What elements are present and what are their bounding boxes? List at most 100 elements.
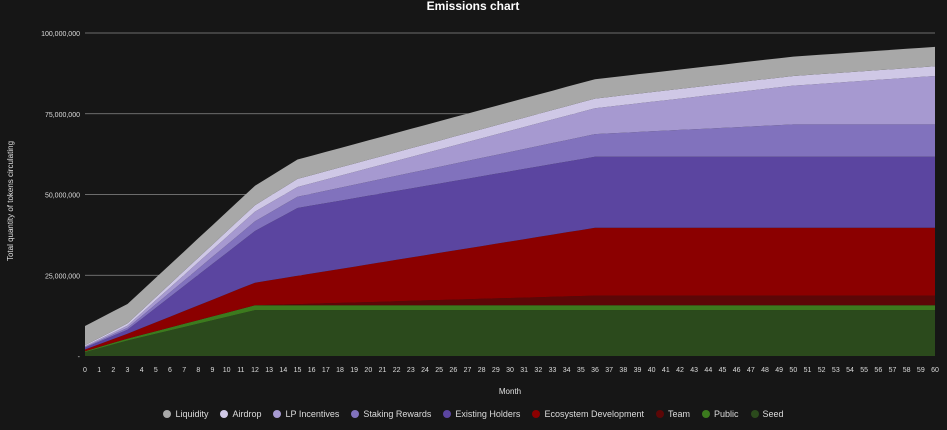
x-tick-label: 25 [435,367,443,374]
legend-item[interactable]: LP Incentives [273,409,339,419]
x-tick-label: 39 [634,367,642,374]
x-tick-label: 45 [719,367,727,374]
y-tick-label: 100,000,000 [41,31,80,38]
x-tick-label: 3 [126,367,130,374]
x-tick-label: 31 [520,367,528,374]
legend-item[interactable]: Seed [750,409,784,419]
legend-label: Staking Rewards [363,409,432,419]
x-tick-label: 56 [874,367,882,374]
legend-label: LP Incentives [285,409,340,419]
chart-title: Emissions chart [427,0,520,13]
x-tick-label: 52 [818,367,826,374]
x-tick-label: 32 [534,367,542,374]
x-tick-label: 54 [846,367,854,374]
x-tick-label: 30 [506,367,514,374]
x-tick-label: 57 [889,367,897,374]
legend-label: Ecosystem Development [544,409,644,419]
legend-item[interactable]: Existing Holders [443,409,520,419]
x-tick-label: 13 [265,367,273,374]
y-tick-label: 50,000,000 [45,193,80,200]
legend-swatch [750,410,759,418]
legend-swatch [351,410,360,418]
x-tick-label: 15 [294,367,302,374]
x-tick-label: 28 [478,367,486,374]
x-tick-label: 7 [182,367,186,374]
x-tick-label: 40 [648,367,656,374]
area-seed [85,310,935,356]
legend-label: Airdrop [232,409,262,419]
x-tick-label: 8 [196,367,200,374]
x-tick-label: 12 [251,367,259,374]
x-tick-label: 36 [591,367,599,374]
area-lp-incentives [85,76,935,347]
area-airdrop [85,66,935,347]
area-public [85,305,935,353]
x-tick-label: 29 [492,367,500,374]
x-tick-label: 53 [832,367,840,374]
y-tick-label: - [78,354,81,361]
x-tick-label: 24 [421,367,429,374]
area-team [85,295,935,352]
x-tick-label: 11 [237,367,244,374]
legend-item[interactable]: Public [702,409,739,419]
area-staking-rewards [85,124,935,348]
x-tick-label: 16 [308,367,316,374]
x-tick-label: 43 [690,367,698,374]
legend-swatch [163,410,172,418]
x-tick-label: 42 [676,367,684,374]
x-tick-label: 2 [111,367,115,374]
x-tick-label: 58 [903,367,911,374]
legend-label: Liquidity [175,409,209,419]
x-tick-label: 60 [931,367,939,374]
legend-swatch [532,410,541,418]
area-ecosystem-development [85,227,935,352]
legend-item[interactable]: Liquidity [163,409,208,419]
x-tick-label: 50 [789,367,797,374]
x-tick-label: 10 [223,367,231,374]
x-tick-label: 20 [364,367,372,374]
x-tick-label: 17 [322,367,330,374]
y-tick-label: 75,000,000 [45,112,80,119]
x-tick-label: 41 [662,367,670,374]
legend-swatch [655,410,664,418]
area-layer [85,46,935,356]
x-tick-label: 26 [449,367,457,374]
axis-layer: - 25,000,000 50,000,000 75,000,000 100,000,0… [41,31,939,374]
y-tick-label: 25,000,000 [45,273,80,280]
x-tick-label: 38 [619,367,627,374]
x-tick-label: 6 [168,367,172,374]
x-tick-label: 55 [860,367,868,374]
x-tick-label: 35 [577,367,585,374]
legend-item[interactable]: Team [655,409,690,419]
x-tick-label: 4 [140,367,144,374]
legend-item[interactable]: Ecosystem Development [532,409,644,419]
legend-swatch [443,410,452,418]
x-tick-label: 9 [211,367,215,374]
legend: Liquidity Airdrop LP Incentives Staking Rew… [0,409,947,419]
x-tick-label: 18 [336,367,344,374]
legend-item[interactable]: Staking Rewards [351,409,431,419]
x-tick-label: 34 [563,367,571,374]
x-tick-label: 48 [761,367,769,374]
area-liquidity [85,46,935,346]
legend-label: Team [667,409,690,419]
x-tick-label: 14 [279,367,287,374]
legend-item[interactable]: Airdrop [220,409,261,419]
x-axis-label: Month [499,387,521,396]
legend-swatch [273,410,282,418]
x-tick-label: 33 [549,367,557,374]
x-tick-label: 44 [704,367,712,374]
legend-label: Seed [762,409,784,419]
x-tick-label: 23 [407,367,415,374]
legend-swatch [702,410,710,418]
y-axis-label: Total quantity of tokens circulating [6,141,15,261]
x-tick-label: 51 [804,367,812,374]
x-tick-label: 59 [917,367,925,374]
x-tick-label: 49 [775,367,783,374]
x-tick-label: 46 [733,367,741,374]
x-tick-label: 1 [97,367,101,374]
x-tick-label: 22 [393,367,401,374]
x-tick-label: 5 [154,367,158,374]
